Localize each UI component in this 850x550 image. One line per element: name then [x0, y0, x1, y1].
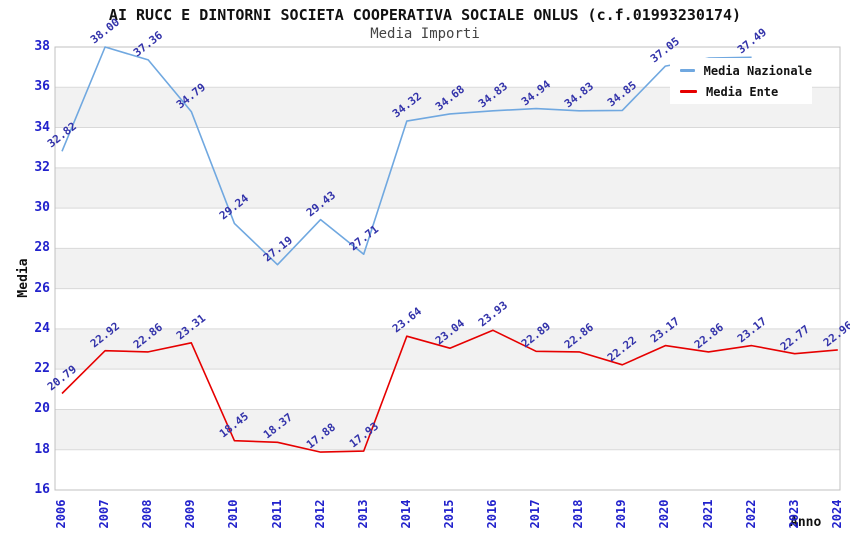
data-label-ente-2009: 23.31	[174, 311, 209, 343]
x-tick-label-2020: 2020	[657, 499, 672, 529]
y-tick-label-34: 34	[34, 119, 50, 135]
y-axis-title: Media	[16, 258, 31, 298]
data-label-ente-2010: 18.45	[217, 409, 252, 440]
x-tick-label-2024: 2024	[829, 499, 844, 529]
data-label-ente-2021: 22.86	[691, 320, 726, 352]
x-tick-label-2022: 2022	[743, 499, 758, 529]
x-tick-label-2010: 2010	[226, 499, 241, 529]
data-label-nazionale-2007: 38.00	[88, 15, 123, 47]
y-tick-label-24: 24	[34, 320, 50, 336]
y-tick-label-16: 16	[34, 482, 50, 497]
y-tick-label-20: 20	[34, 401, 50, 417]
y-tick-label-32: 32	[34, 159, 50, 175]
media-nazionale-line-swatch-icon	[680, 69, 695, 72]
y-tick-label-26: 26	[34, 280, 50, 296]
data-label-nazionale-2009: 34.79	[174, 80, 209, 111]
data-label-ente-2015: 23.04	[432, 316, 467, 348]
x-tick-label-2017: 2017	[528, 499, 543, 529]
data-label-nazionale-2014: 34.32	[389, 89, 424, 121]
x-tick-label-2009: 2009	[183, 499, 198, 529]
data-label-ente-2011: 18.37	[260, 410, 295, 442]
data-label-ente-2023: 22.77	[777, 322, 812, 353]
data-label-nazionale-2022: 37.49	[734, 25, 769, 57]
legend-item-media-ente: Media Ente	[680, 81, 812, 102]
data-label-nazionale-2013: 27.71	[346, 222, 381, 254]
y-tick-label-22: 22	[34, 361, 50, 377]
chart-subtitle: Media Importi	[370, 26, 480, 42]
data-label-ente-2017: 22.89	[519, 319, 554, 351]
data-label-ente-2022: 23.17	[734, 314, 769, 345]
grid-band	[55, 328, 840, 370]
data-label-ente-2018: 22.86	[562, 320, 597, 352]
data-label-ente-2020: 23.17	[648, 314, 683, 345]
y-tick-label-36: 36	[34, 79, 50, 95]
data-label-ente-2024: 22.96	[820, 318, 850, 350]
data-label-ente-2012: 17.88	[303, 420, 338, 452]
x-tick-label-2019: 2019	[614, 499, 629, 529]
grid-band	[55, 409, 840, 450]
x-tick-label-2012: 2012	[312, 499, 327, 529]
data-label-nazionale-2015: 34.68	[432, 82, 467, 114]
data-label-nazionale-2017: 34.94	[519, 77, 554, 108]
legend: Media Nazionale Media Ente	[670, 58, 812, 104]
x-tick-label-2023: 2023	[786, 499, 801, 529]
grid-band	[55, 167, 840, 209]
data-label-nazionale-2006: 32.82	[44, 119, 80, 151]
data-label-nazionale-2011: 27.19	[260, 233, 295, 264]
x-tick-label-2014: 2014	[398, 499, 413, 529]
legend-item-media-nazionale: Media Nazionale	[680, 60, 812, 81]
legend-label-media-nazionale: Media Nazionale	[703, 63, 812, 78]
data-label-ente-2014: 23.64	[389, 304, 424, 336]
data-label-ente-2016: 23.93	[475, 298, 511, 330]
x-tick-label-2018: 2018	[571, 499, 586, 529]
y-tick-label-28: 28	[34, 240, 50, 256]
data-label-ente-2006: 20.79	[44, 362, 80, 393]
data-label-nazionale-2010: 29.24	[217, 192, 252, 223]
data-label-nazionale-2018: 34.83	[562, 79, 597, 111]
series-line-ente	[61, 329, 838, 453]
data-label-ente-2007: 22.92	[88, 319, 123, 350]
legend-label-media-ente: Media Ente	[706, 84, 779, 99]
data-label-nazionale-2016: 34.83	[475, 79, 511, 111]
y-tick-label-38: 38	[34, 39, 50, 54]
x-tick-label-2011: 2011	[269, 499, 284, 529]
y-tick-label-18: 18	[34, 441, 50, 457]
chart-title: AI RUCC E DINTORNI SOCIETA COOPERATIVA S…	[108, 6, 742, 24]
media-ente-line-swatch-icon	[680, 90, 697, 93]
x-tick-label-2013: 2013	[355, 499, 370, 529]
x-tick-label-2006: 2006	[54, 499, 68, 529]
grid-band	[55, 248, 840, 289]
y-tick-label-30: 30	[34, 200, 50, 216]
x-axis-title: Anno	[790, 515, 822, 530]
x-tick-label-2008: 2008	[140, 499, 155, 529]
data-label-nazionale-2008: 37.36	[131, 28, 166, 60]
x-tick-label-2007: 2007	[97, 499, 112, 529]
plot-border	[54, 46, 841, 491]
data-label-ente-2008: 22.86	[131, 320, 166, 352]
data-label-nazionale-2019: 34.85	[605, 79, 640, 110]
data-label-nazionale-2012: 29.43	[303, 188, 338, 219]
series-line-nazionale	[61, 46, 752, 266]
data-label-ente-2013: 17.93	[346, 419, 381, 451]
data-label-ente-2019: 22.22	[605, 333, 640, 365]
x-tick-label-2015: 2015	[441, 499, 456, 529]
x-tick-label-2021: 2021	[700, 499, 715, 529]
x-tick-label-2016: 2016	[485, 499, 499, 529]
